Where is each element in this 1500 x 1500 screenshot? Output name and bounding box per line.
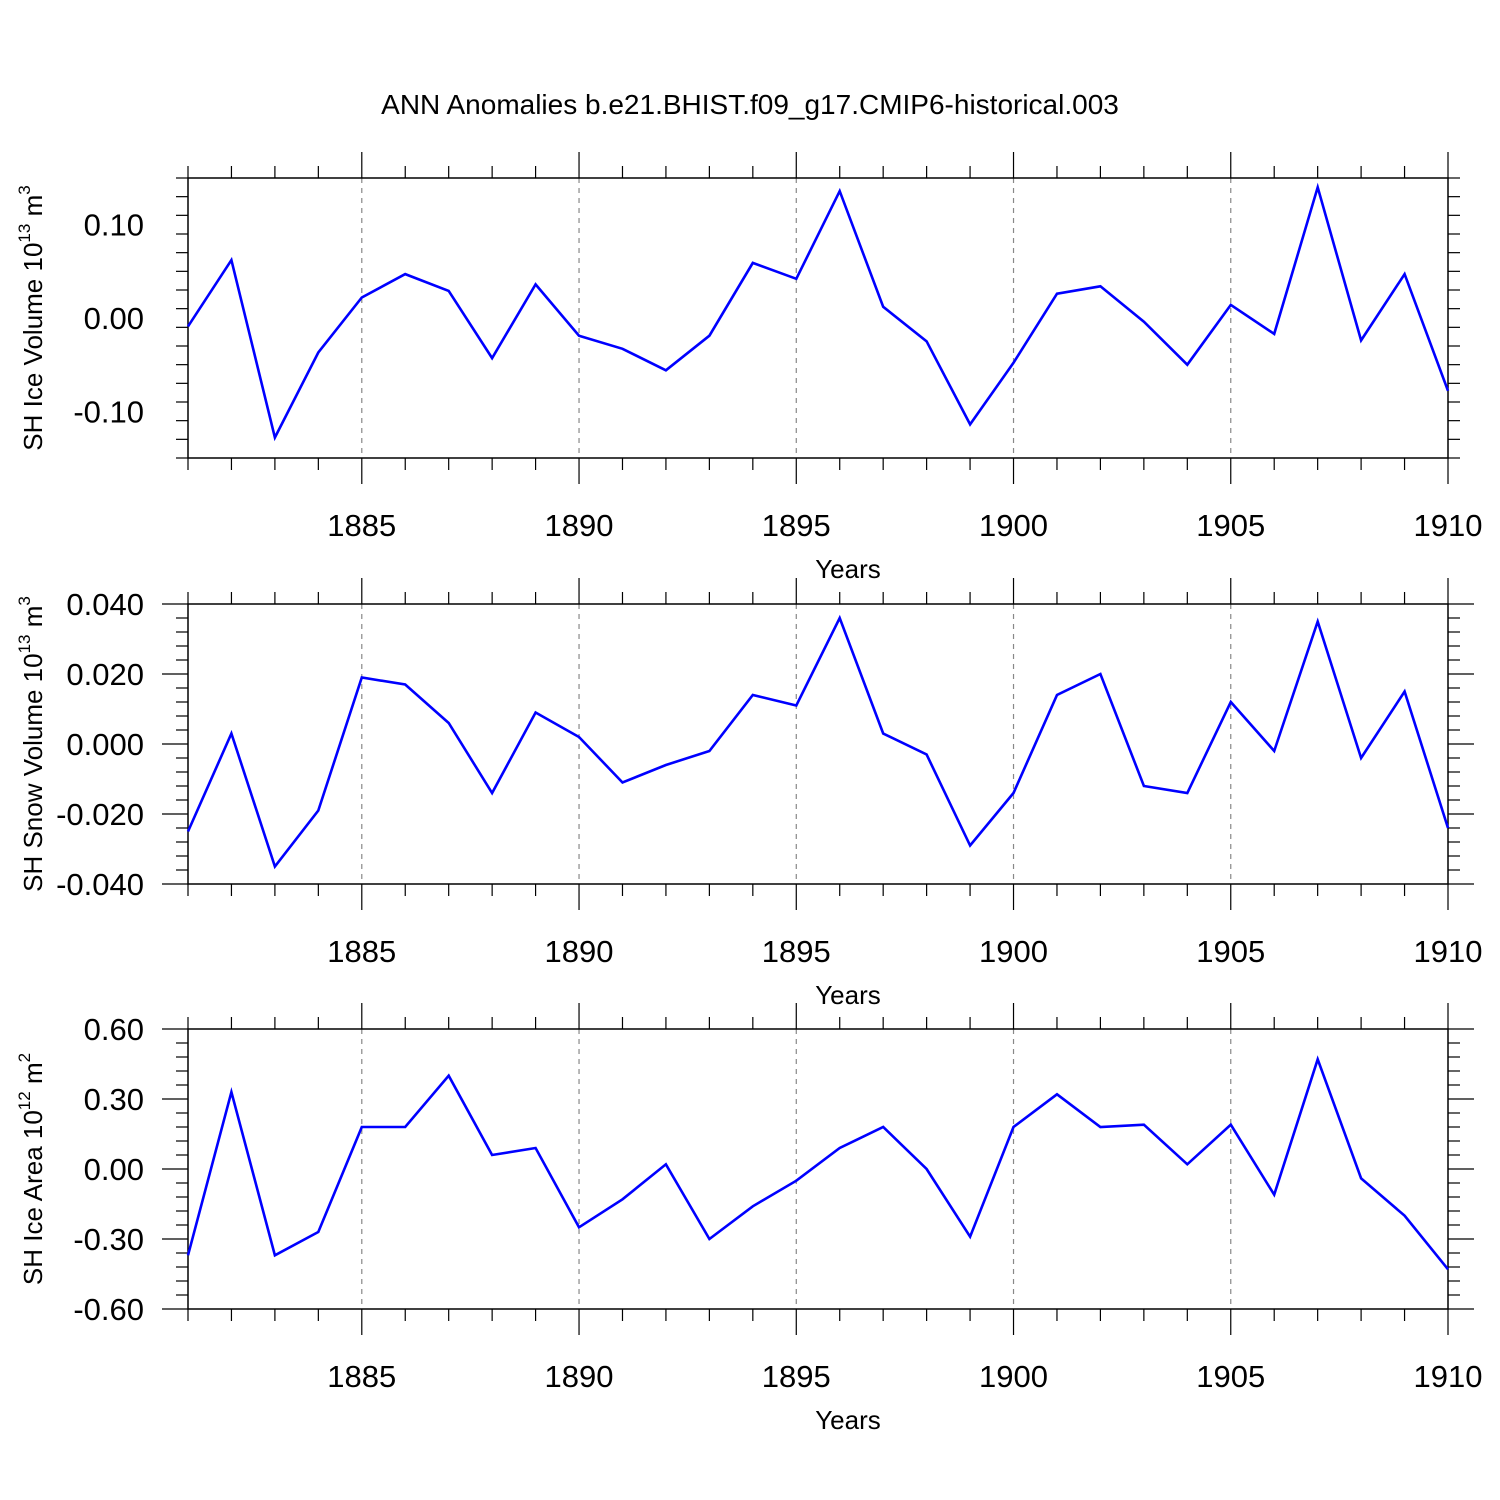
y-axis-label-base: SH Snow Volume 10 [18, 653, 48, 891]
x-tick-label: 1890 [545, 934, 614, 969]
x-tick-label: 1885 [327, 508, 396, 543]
series-line [186, 182, 1450, 442]
chart-panel-3: 1885 1890 1895 1900 1905 1910 0.60 0.30 0.00 -0.3… [15, 1003, 1482, 1435]
y-tick-label: 0.30 [84, 1082, 144, 1117]
y-tick-label: -0.10 [73, 394, 144, 429]
series-line [186, 614, 1450, 870]
y-axis-label-exponent: 12 [15, 1091, 34, 1110]
y-axis-label-exponent: 13 [15, 634, 34, 653]
y-tick-label: -0.020 [56, 797, 144, 832]
x-tick-label: 1910 [1414, 508, 1483, 543]
x-tick-label: 1885 [327, 934, 396, 969]
y-tick-label: -0.30 [73, 1222, 144, 1257]
x-tick-label: 1900 [979, 934, 1048, 969]
chart-panel-1: 1885 1890 1895 1900 1905 1910 0.10 0.00 -0.10 Yea… [15, 152, 1482, 584]
y-tick-label: 0.000 [66, 727, 144, 762]
y-axis-label: SH Ice Volume 1013 m3 [15, 185, 48, 450]
y-axis-label: SH Ice Area 1012 m2 [15, 1053, 48, 1285]
y-tick-label: 0.00 [84, 301, 144, 336]
chart-panel-2: 1885 1890 1895 1900 1905 1910 0.040 0.020 0.000 -… [15, 578, 1482, 1010]
plot-frame [187, 177, 1449, 459]
y-tick-label: 0.040 [66, 587, 144, 622]
x-tick-label: 1900 [979, 1359, 1048, 1394]
x-axis-label: Years [815, 554, 881, 584]
y-axis-label-unit-exponent: 3 [15, 185, 34, 194]
y-tick-label: 0.020 [66, 657, 144, 692]
chart-title: ANN Anomalies b.e21.BHIST.f09_g17.CMIP6-… [381, 89, 1119, 120]
y-axis-label-unit-exponent: 3 [15, 596, 34, 605]
y-axis-label-unit: m [18, 195, 48, 224]
x-axis-label: Years [815, 1405, 881, 1435]
x-tick-label: 1905 [1196, 508, 1265, 543]
x-tick-label: 1895 [762, 934, 831, 969]
y-axis-label-base: SH Ice Volume 10 [18, 243, 48, 451]
x-tick-label: 1890 [545, 508, 614, 543]
panels: 1885 1890 1895 1900 1905 1910 0.10 0.00 -0.10 Yea… [15, 152, 1482, 1435]
y-tick-label: 0.00 [84, 1152, 144, 1187]
x-axis-label: Years [815, 980, 881, 1010]
y-axis-label-unit: m [18, 606, 48, 635]
y-tick-label: -0.60 [73, 1292, 144, 1327]
y-axis-label-exponent: 13 [15, 224, 34, 243]
x-tick-label: 1890 [545, 1359, 614, 1394]
x-tick-label: 1900 [979, 508, 1048, 543]
y-axis-label-unit: m [18, 1062, 48, 1091]
x-tick-label: 1910 [1414, 934, 1483, 969]
x-tick-label: 1905 [1196, 934, 1265, 969]
x-tick-label: 1895 [762, 1359, 831, 1394]
y-tick-label: 0.10 [84, 208, 144, 243]
y-tick-label: 0.60 [84, 1012, 144, 1047]
x-tick-label: 1905 [1196, 1359, 1265, 1394]
series-line [186, 1055, 1450, 1271]
x-tick-label: 1910 [1414, 1359, 1483, 1394]
y-axis-label-base: SH Ice Area 10 [18, 1110, 48, 1285]
y-axis-label-unit-exponent: 2 [15, 1053, 34, 1062]
y-tick-label: -0.040 [56, 867, 144, 902]
y-axis-label: SH Snow Volume 1013 m3 [15, 596, 48, 892]
x-tick-label: 1895 [762, 508, 831, 543]
x-tick-label: 1885 [327, 1359, 396, 1394]
plot-frame [187, 603, 1449, 885]
